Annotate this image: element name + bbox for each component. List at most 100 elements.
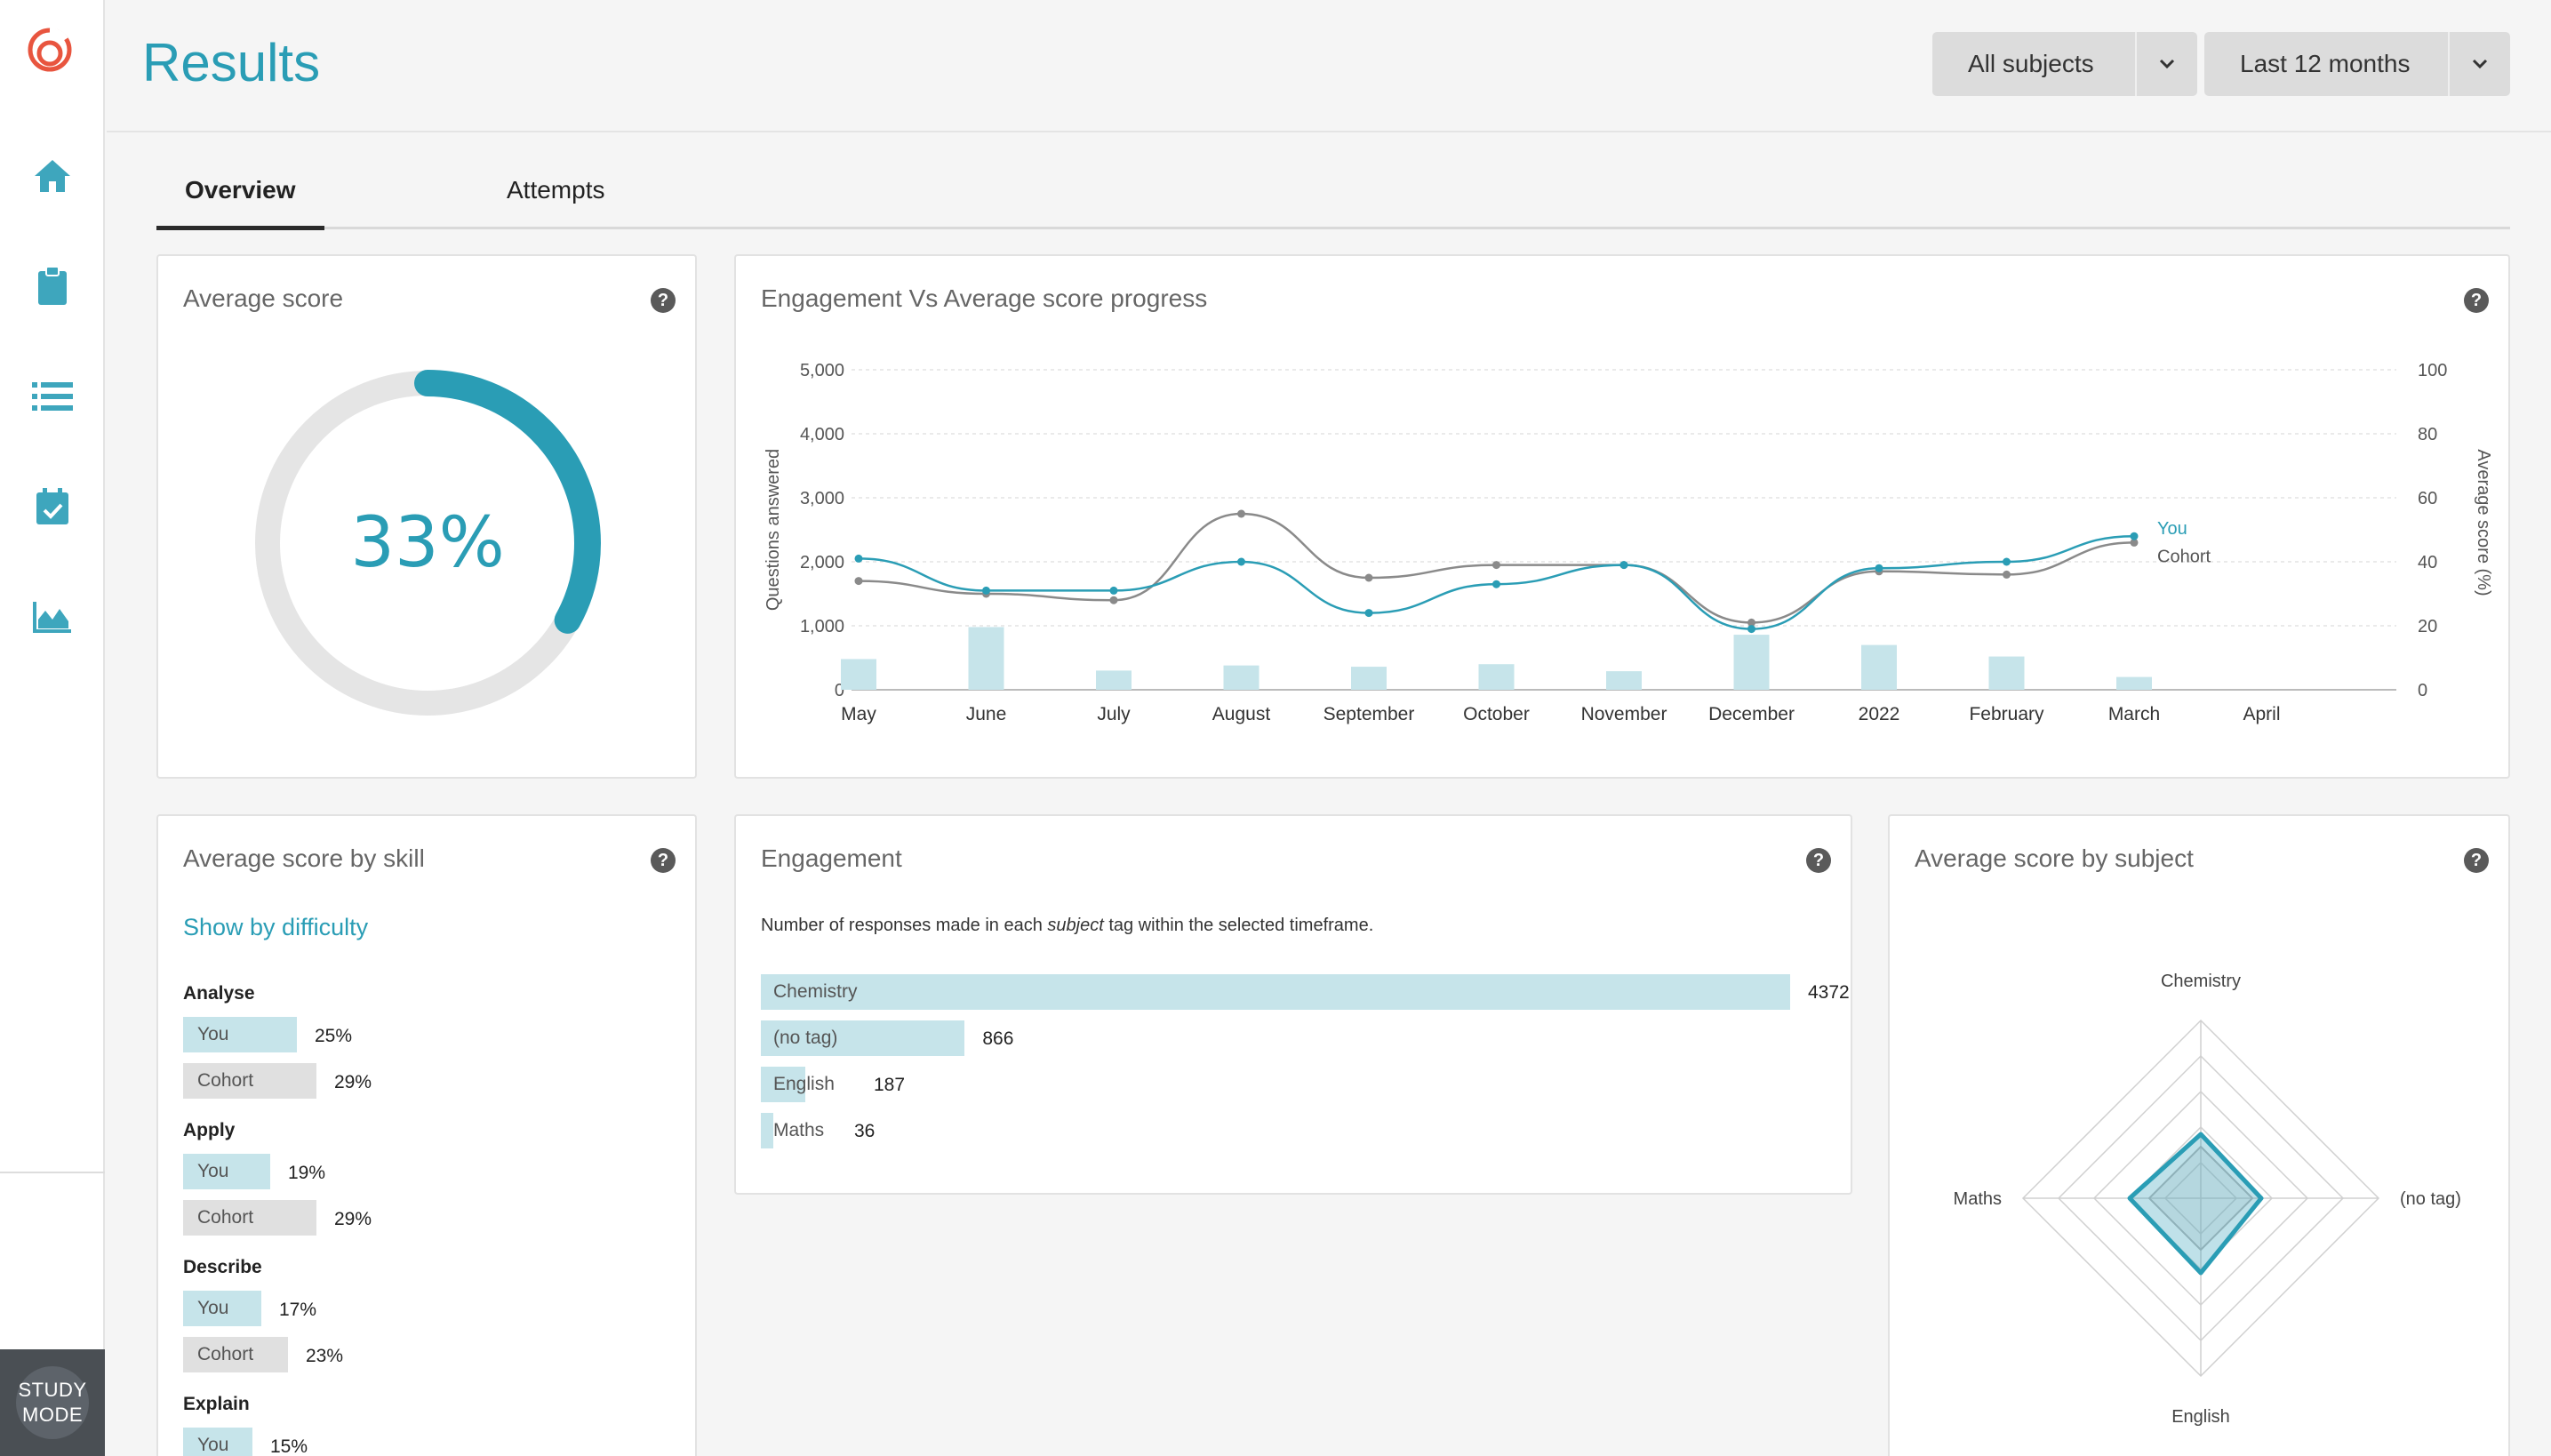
help-icon[interactable]: ? — [2464, 848, 2489, 873]
chevron-down-icon[interactable] — [2448, 32, 2510, 96]
engagement-bar — [1096, 670, 1132, 690]
you-score: 17% — [279, 1300, 317, 1320]
engagement-bar — [1861, 644, 1897, 690]
progress-chart-card: Engagement Vs Average score progress ? 5… — [734, 254, 2510, 779]
sidebar-divider — [0, 1172, 105, 1173]
cohort-score: 29% — [334, 1209, 372, 1229]
help-icon[interactable]: ? — [651, 288, 676, 313]
x-tick-label: September — [1323, 704, 1415, 724]
data-point — [1747, 625, 1755, 634]
x-tick-label: 2022 — [1859, 704, 1900, 724]
y-tick-label: 5,000 — [800, 361, 844, 380]
subject-filter-value: All subjects — [1968, 50, 2094, 77]
y-tick-label: 2,000 — [800, 553, 844, 572]
calendar-check-icon[interactable] — [24, 478, 81, 535]
data-point — [2130, 538, 2139, 547]
x-tick-label: November — [1581, 704, 1667, 724]
engagement-bar: Chemistry — [761, 974, 1790, 1010]
skill-name: Describe — [183, 1257, 262, 1277]
y-tick-label: 1,000 — [800, 617, 844, 636]
data-point — [2003, 557, 2011, 566]
area-chart-icon[interactable] — [24, 588, 81, 645]
y-tick-label: 3,000 — [800, 489, 844, 508]
home-icon[interactable] — [24, 148, 81, 204]
card-title: Engagement — [761, 844, 902, 872]
x-tick-label: March — [2108, 704, 2160, 724]
study-mode-button[interactable]: STUDY MODE — [0, 1349, 105, 1456]
cohort-bar: Cohort — [183, 1337, 288, 1372]
radar-category-label: Maths — [1954, 1189, 2002, 1209]
data-point — [854, 577, 863, 586]
x-tick-label: October — [1463, 704, 1530, 724]
radar-category-label: English — [2171, 1407, 2230, 1427]
card-title: Average score — [183, 284, 344, 312]
help-icon[interactable]: ? — [2464, 288, 2489, 313]
show-by-difficulty-link[interactable]: Show by difficulty — [183, 914, 369, 940]
subject-filter-dropdown[interactable]: All subjects — [1932, 32, 2197, 96]
study-mode-label: STUDY — [18, 1379, 87, 1401]
y-right-tick-label: 80 — [2418, 425, 2437, 444]
x-tick-label: May — [841, 704, 876, 724]
data-point — [1619, 561, 1628, 570]
x-tick-label: December — [1708, 704, 1795, 724]
progress-chart: 5,000 100 4,000 80 3,000 60 2,000 40 1,000 20 0 0 Qu… — [764, 361, 2493, 724]
study-mode-label-2: MODE — [22, 1404, 83, 1426]
y-right-tick-label: 20 — [2418, 617, 2437, 636]
y-right-axis-title: Average score (%) — [2474, 449, 2493, 596]
engagement-bar — [841, 659, 876, 690]
note-text: Number of responses made in each — [761, 916, 1048, 935]
data-point — [854, 554, 863, 563]
engagement-value: 187 — [874, 1075, 906, 1095]
data-point — [982, 586, 990, 595]
engagement-bar — [1223, 665, 1260, 690]
engagement-card: Engagement ? Number of responses made in… — [734, 814, 1852, 1195]
data-point — [1109, 596, 1118, 604]
x-tick-label: June — [966, 704, 1007, 724]
clipboard-icon[interactable] — [24, 258, 81, 315]
period-filter-dropdown[interactable]: Last 12 months — [2204, 32, 2510, 96]
period-filter-value: Last 12 months — [2240, 50, 2411, 77]
page-title: Results — [142, 33, 321, 92]
data-point — [2003, 570, 2011, 579]
cohort-score: 23% — [306, 1346, 344, 1366]
radar-category-label: Chemistry — [2161, 972, 2241, 991]
card-title: Average score by skill — [183, 844, 425, 872]
help-icon[interactable]: ? — [1806, 848, 1831, 873]
help-icon[interactable]: ? — [651, 848, 676, 873]
y-right-tick-label: 100 — [2418, 361, 2447, 380]
data-point — [1109, 586, 1118, 595]
tab-attempts[interactable]: Attempts — [507, 176, 605, 204]
y-axis-title: Questions answered — [764, 449, 783, 611]
engagement-bar — [1733, 635, 1770, 690]
x-tick-label: July — [1097, 704, 1131, 724]
data-point — [1492, 580, 1500, 588]
engagement-bar: (no tag) — [761, 1020, 965, 1056]
series-label: You — [2157, 519, 2187, 539]
x-tick-label: February — [1969, 704, 2044, 724]
brand-logo[interactable] — [23, 20, 76, 76]
note-text-end: tag within the selected timeframe. — [1103, 916, 1374, 935]
data-point — [1237, 509, 1245, 518]
list-icon[interactable] — [24, 368, 81, 425]
you-score: 25% — [315, 1026, 353, 1046]
engagement-bar — [1606, 671, 1642, 690]
subject-radar-chart: Chemistry (no tag) English Maths — [1954, 972, 2461, 1427]
cohort-bar: Cohort — [183, 1063, 316, 1099]
card-title: Average score by subject — [1915, 844, 2194, 872]
chevron-down-icon[interactable] — [2135, 32, 2197, 96]
engagement-value: 866 — [982, 1028, 1014, 1049]
card-title: Engagement Vs Average score progress — [761, 284, 1208, 312]
data-point — [1747, 618, 1755, 627]
x-tick-label: August — [1212, 704, 1271, 724]
engagement-bar — [1478, 664, 1515, 690]
engagement-bar: Maths — [761, 1113, 824, 1148]
tab-overview[interactable]: Overview — [156, 176, 324, 230]
skill-name: Explain — [183, 1394, 250, 1414]
y-right-tick-label: 40 — [2418, 553, 2437, 572]
score-gauge: 33% — [254, 370, 601, 716]
note-emphasis: subject — [1047, 916, 1104, 935]
you-bar: You — [183, 1291, 261, 1326]
skill-name: Apply — [183, 1120, 236, 1140]
y-right-tick-label: 0 — [2418, 681, 2427, 700]
engagement-description: Number of responses made in each subject… — [761, 916, 1373, 936]
